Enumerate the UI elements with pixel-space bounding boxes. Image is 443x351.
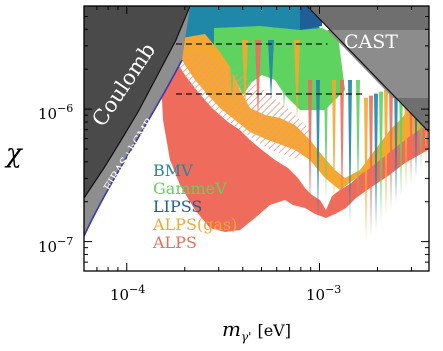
resonance-spike: [255, 40, 261, 120]
legend-item-bmv: BMV: [153, 161, 193, 180]
resonance-spike: [374, 93, 378, 230]
x-axis-title: mγ' [eV]: [222, 317, 291, 344]
resonance-spike: [268, 40, 274, 100]
legend-item-alps: ALPS: [152, 233, 197, 252]
resonance-spike: [308, 80, 312, 216]
resonance-spike: [340, 80, 344, 216]
resonance-spike: [394, 85, 398, 204]
resonance-spike: [369, 95, 373, 236]
resonance-spike: [324, 80, 328, 200]
firas-hcmb-boundary: [84, 59, 183, 237]
y-tick-label-1e-6: 10−6: [38, 102, 73, 123]
resonance-spike: [332, 80, 336, 208]
y-tick-label-1e-7: 10−7: [38, 235, 73, 256]
alps-hatched-region: [170, 52, 310, 160]
resonance-spike: [384, 89, 388, 217]
resonance-spike: [389, 87, 393, 210]
resonance-spikes: [229, 40, 428, 243]
alps-exclusion-region: [160, 52, 428, 232]
resonance-spike: [399, 83, 403, 197]
coulomb-exclusion-region: [84, 6, 190, 198]
alps-gas-exclusion-region: [170, 34, 428, 190]
resonance-spike: [316, 80, 320, 224]
cast-label: CAST: [344, 31, 398, 53]
resonance-spike: [229, 40, 235, 100]
axis-ticks: [83, 5, 429, 272]
x-tick-label-1e-4: 10−4: [110, 283, 145, 304]
y-axis-title: χ: [4, 139, 24, 169]
resonance-spike: [356, 80, 360, 200]
coulomb-boundary: [84, 6, 191, 199]
legend-item-lipss: LIPSS: [153, 197, 202, 216]
legend: BMV GammeV LIPSS ALPS(gas) ALPS: [152, 161, 237, 252]
x-tick-label-1e-3: 10−3: [306, 283, 341, 304]
legend-item-alps-gas: ALPS(gas): [152, 215, 237, 234]
resonance-spike: [364, 97, 368, 243]
resonance-spike: [379, 91, 383, 223]
resonance-spike: [294, 40, 300, 120]
cast-boundary: [306, 6, 429, 133]
resonance-spike: [242, 40, 248, 110]
cast-band: [327, 30, 429, 98]
resonance-spike: [348, 80, 352, 224]
resonance-spike: [281, 40, 287, 110]
legend-item-gammev: GammeV: [153, 179, 227, 198]
